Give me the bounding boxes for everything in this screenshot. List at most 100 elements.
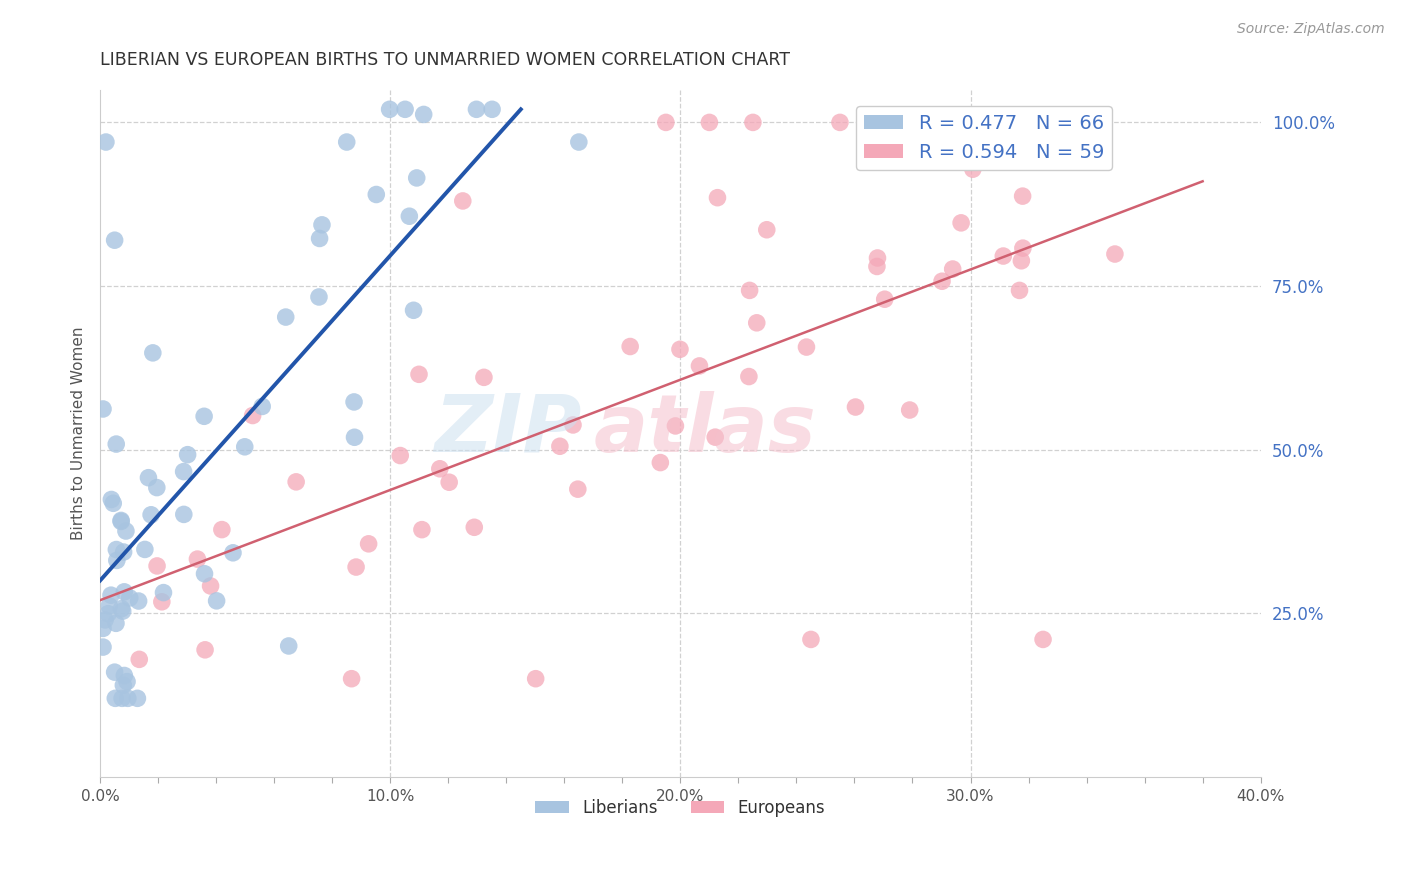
Point — [866, 251, 889, 265]
Point — [112, 668, 135, 682]
Point — [150, 595, 173, 609]
Point — [308, 231, 330, 245]
Point — [650, 456, 672, 470]
Point — [942, 262, 965, 277]
Point — [277, 639, 299, 653]
Point — [146, 558, 169, 573]
Point — [699, 115, 721, 129]
Point — [242, 409, 264, 423]
Point — [110, 601, 132, 615]
Point — [193, 409, 215, 424]
Point — [567, 482, 589, 496]
Point — [412, 107, 434, 121]
Point — [1010, 253, 1032, 268]
Point — [1076, 115, 1098, 129]
Point — [437, 475, 460, 490]
Point — [104, 233, 127, 247]
Point — [194, 643, 217, 657]
Point — [1012, 241, 1035, 255]
Point — [357, 537, 380, 551]
Point — [211, 523, 233, 537]
Point — [706, 191, 728, 205]
Point — [173, 465, 195, 479]
Legend: Liberians, Europeans: Liberians, Europeans — [529, 792, 832, 823]
Point — [742, 115, 765, 129]
Point — [408, 368, 430, 382]
Point — [664, 419, 686, 434]
Point — [104, 691, 127, 706]
Point — [193, 566, 215, 581]
Point — [402, 303, 425, 318]
Point — [465, 103, 488, 117]
Point — [568, 135, 591, 149]
Point — [138, 471, 160, 485]
Point — [176, 448, 198, 462]
Point — [186, 552, 208, 566]
Point — [308, 290, 330, 304]
Point — [117, 691, 139, 706]
Text: ZIP: ZIP — [434, 391, 582, 469]
Point — [115, 674, 138, 689]
Point — [104, 665, 127, 680]
Point — [378, 103, 401, 117]
Point — [873, 292, 896, 306]
Point — [738, 369, 761, 384]
Point — [394, 103, 416, 117]
Point — [344, 560, 367, 574]
Point — [336, 135, 359, 149]
Point — [110, 513, 132, 527]
Point — [389, 449, 412, 463]
Point — [704, 430, 727, 444]
Point — [1011, 189, 1033, 203]
Point — [828, 115, 851, 129]
Point — [105, 553, 128, 567]
Point — [451, 194, 474, 208]
Point — [173, 508, 195, 522]
Point — [233, 440, 256, 454]
Point — [274, 310, 297, 324]
Point — [1018, 115, 1040, 129]
Text: LIBERIAN VS EUROPEAN BIRTHS TO UNMARRIED WOMEN CORRELATION CHART: LIBERIAN VS EUROPEAN BIRTHS TO UNMARRIED… — [100, 51, 790, 69]
Point — [103, 496, 125, 510]
Text: Source: ZipAtlas.com: Source: ZipAtlas.com — [1237, 22, 1385, 37]
Point — [112, 545, 135, 559]
Point — [669, 343, 692, 357]
Point — [152, 585, 174, 599]
Point — [931, 274, 953, 288]
Point — [366, 187, 388, 202]
Point — [112, 678, 135, 692]
Point — [100, 492, 122, 507]
Point — [866, 260, 889, 274]
Point — [100, 588, 122, 602]
Point — [205, 594, 228, 608]
Point — [548, 439, 571, 453]
Point — [222, 546, 245, 560]
Point — [200, 579, 222, 593]
Text: atlas: atlas — [593, 391, 815, 469]
Point — [111, 604, 134, 618]
Point — [105, 437, 128, 451]
Y-axis label: Births to Unmarried Women: Births to Unmarried Women — [72, 326, 86, 540]
Point — [91, 401, 114, 416]
Point — [655, 115, 678, 129]
Point — [112, 584, 135, 599]
Point — [340, 672, 363, 686]
Point — [343, 430, 366, 444]
Point — [128, 652, 150, 666]
Point — [98, 599, 121, 613]
Point — [91, 622, 114, 636]
Point — [898, 403, 921, 417]
Point — [118, 591, 141, 605]
Point — [134, 542, 156, 557]
Point — [115, 524, 138, 538]
Point — [962, 162, 984, 177]
Point — [105, 542, 128, 557]
Point — [128, 594, 150, 608]
Point — [619, 339, 641, 353]
Point — [796, 340, 818, 354]
Point — [738, 284, 761, 298]
Point — [97, 607, 120, 621]
Point — [1008, 284, 1031, 298]
Point — [688, 359, 710, 373]
Point — [139, 508, 162, 522]
